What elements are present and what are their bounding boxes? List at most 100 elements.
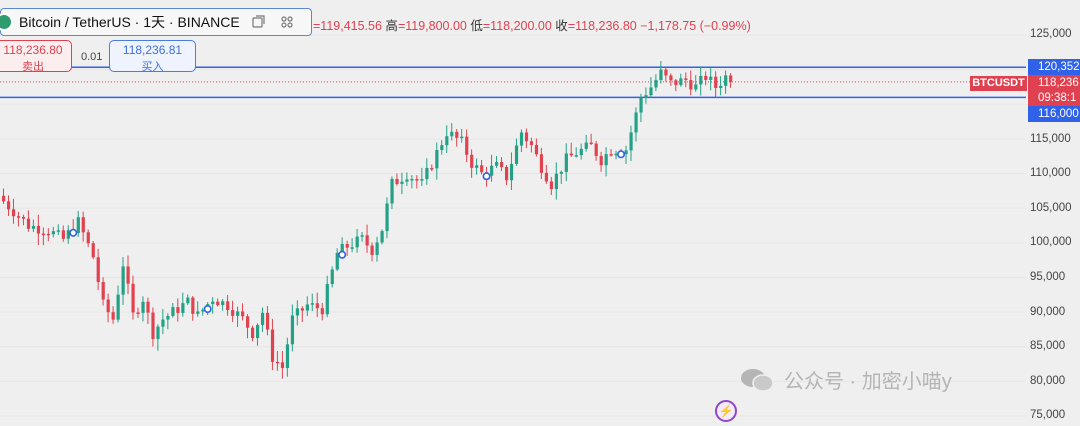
indicators-icon[interactable]	[278, 13, 296, 31]
candle-body	[166, 315, 170, 320]
candle-body	[584, 142, 588, 149]
candle-body	[270, 329, 275, 362]
candle-body	[564, 153, 568, 172]
candle-body	[425, 167, 429, 180]
high-label: 高	[385, 19, 398, 33]
copy-icon[interactable]	[250, 13, 268, 31]
candle-body	[395, 178, 399, 184]
candle-body	[465, 136, 469, 155]
candle-body	[430, 167, 434, 170]
candle-body	[260, 312, 265, 325]
close-label: 收	[555, 19, 568, 33]
candle-body	[176, 307, 180, 313]
ohlc-readout: =119,415.56 高=119,800.00 低=118,200.00 收=…	[313, 15, 751, 34]
bitcoin-logo-icon	[0, 13, 13, 31]
candle-body	[136, 312, 140, 314]
candle-body	[191, 297, 195, 314]
candle-body	[539, 154, 544, 173]
candle-body	[241, 311, 245, 317]
change-value: −1,178.75 (−0.99%)	[640, 19, 751, 33]
candle-body	[674, 80, 678, 86]
axis-label: 90,000	[1030, 306, 1066, 318]
candle-body	[644, 95, 648, 98]
candle-body	[549, 181, 553, 190]
candle-body	[634, 112, 638, 133]
event-marker	[617, 150, 626, 159]
candle-body	[151, 312, 155, 340]
candle-body	[519, 132, 524, 146]
candle-body	[36, 225, 41, 234]
candle-body	[480, 165, 484, 173]
candle-body	[305, 304, 309, 311]
candle-body	[221, 301, 225, 306]
watermark: 公众号 · 加密小喵y	[740, 365, 952, 394]
open-value: =119,415.56	[313, 19, 382, 33]
candle-body	[285, 344, 290, 369]
candle-body	[186, 297, 190, 304]
candle-body	[624, 150, 628, 155]
candle-body	[236, 311, 240, 316]
sell-button[interactable]: 118,236.80 卖出	[0, 40, 72, 73]
spread-value: 0.01	[81, 51, 103, 63]
candle-body	[514, 145, 519, 164]
candle-body	[216, 301, 220, 306]
sell-label: 卖出	[22, 61, 44, 73]
candle-body	[21, 216, 26, 219]
candle-body	[106, 299, 110, 313]
grid-lines	[0, 34, 1026, 417]
axis-label: 125,000	[1030, 28, 1072, 40]
axis-label: 95,000	[1030, 271, 1066, 283]
candle-body	[66, 230, 70, 239]
candle-body	[714, 76, 718, 89]
candle-body	[504, 166, 509, 181]
candle-body	[171, 307, 175, 316]
candle-body	[709, 76, 713, 80]
candle-body	[599, 155, 603, 166]
candle-body	[420, 179, 424, 181]
lightning-icon[interactable]: ⚡	[715, 400, 737, 422]
candle-body	[435, 149, 439, 169]
candle-body	[116, 294, 120, 320]
buy-label: 买入	[141, 61, 164, 73]
candle-body	[509, 163, 514, 181]
axis-label: 110,000	[1030, 167, 1071, 179]
candle-body	[639, 97, 643, 113]
candle-body	[11, 209, 16, 217]
candle-body	[544, 172, 549, 182]
candle-body	[450, 131, 454, 137]
candle-body	[355, 236, 359, 248]
candle-body	[126, 266, 130, 284]
candle-body	[146, 301, 150, 313]
symbol-header[interactable]: Bitcoin / TetherUS · 1天 · BINANCE	[0, 8, 312, 36]
candle-body	[310, 303, 314, 305]
sell-price: 118,236.80	[3, 43, 63, 57]
axis-label: 80,000	[1030, 375, 1066, 387]
candle-body	[649, 87, 653, 96]
candle-body	[534, 144, 539, 155]
candle-body	[659, 69, 663, 81]
buy-button[interactable]: 118,236.81 买入	[109, 40, 196, 73]
axis-label: 100,000	[1030, 236, 1072, 248]
close-value: =118,236.80	[567, 19, 637, 33]
candle-body	[16, 216, 21, 218]
candle-body	[111, 312, 115, 320]
candle-body	[669, 75, 673, 81]
event-marker	[69, 228, 78, 237]
low-label: 低	[470, 19, 483, 33]
candle-body	[231, 310, 235, 316]
candle-body	[131, 283, 135, 313]
low-value: =118,200.00	[482, 19, 552, 33]
candle-body	[141, 301, 145, 313]
candle-body	[415, 178, 419, 181]
candle-body	[719, 85, 723, 89]
candle-body	[490, 165, 494, 176]
event-markers	[69, 150, 626, 314]
candle-body	[604, 154, 608, 166]
candle-body	[699, 75, 703, 85]
candle-body	[614, 153, 618, 156]
candles	[2, 61, 733, 379]
candle-body	[569, 153, 573, 156]
candle-body	[594, 143, 598, 156]
candle-body	[320, 308, 324, 315]
candle-body	[460, 136, 464, 139]
